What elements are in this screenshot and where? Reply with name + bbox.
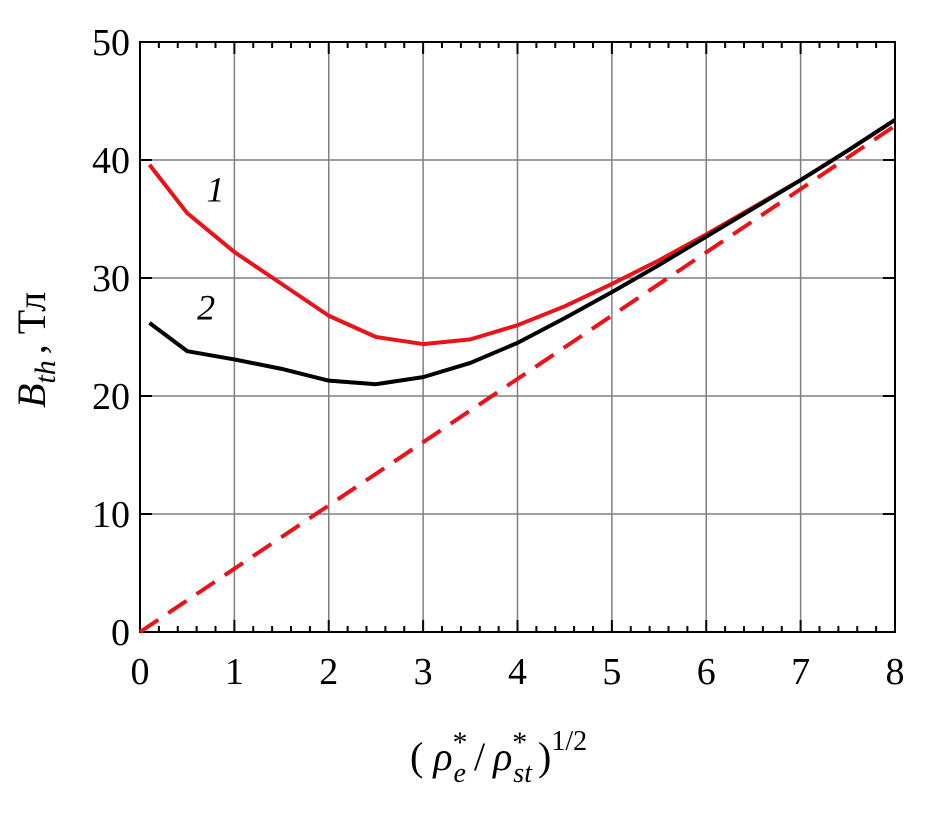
label-part: (	[410, 734, 423, 779]
y-axis-label: Bth , Тл	[9, 292, 62, 408]
x-tick-label: 5	[602, 651, 621, 693]
x-tick-label: 1	[225, 651, 244, 693]
label-part: *	[453, 726, 468, 759]
label-part: ρ	[431, 734, 452, 779]
y-tick-label: 20	[92, 376, 130, 418]
x-tick-label: 4	[508, 651, 527, 693]
plot-frame	[139, 41, 896, 633]
label-part: , Тл	[9, 292, 54, 354]
label-part: )	[538, 734, 551, 779]
x-tick-label: 6	[697, 651, 716, 693]
x-tick-label: 3	[414, 651, 433, 693]
series-line	[147, 118, 897, 347]
y-tick-label: 50	[92, 22, 130, 64]
y-tick-label: 30	[92, 258, 130, 300]
label-part: th	[29, 360, 62, 383]
series-line	[138, 124, 897, 634]
label-part: st	[513, 758, 533, 789]
curve-label: 1	[207, 169, 225, 209]
label-part: e	[454, 758, 466, 789]
series-line	[148, 118, 897, 387]
y-tick-label: 10	[92, 494, 130, 536]
x-tick-label: 8	[886, 651, 905, 693]
x-tick-label: 0	[131, 651, 150, 693]
label-part: B	[9, 384, 54, 408]
x-tick-label: 2	[319, 651, 338, 693]
label-part: 1/2	[551, 726, 587, 757]
label-part: *	[512, 726, 527, 759]
x-tick-label: 7	[791, 651, 810, 693]
x-axis-label: (ρ* e / ρ* st)1/2	[410, 726, 587, 789]
y-tick-label: 0	[111, 612, 130, 654]
label-part: /	[474, 734, 486, 779]
y-tick-label: 40	[92, 140, 130, 182]
curve-label: 2	[197, 287, 215, 327]
label-part: ρ	[491, 734, 512, 779]
